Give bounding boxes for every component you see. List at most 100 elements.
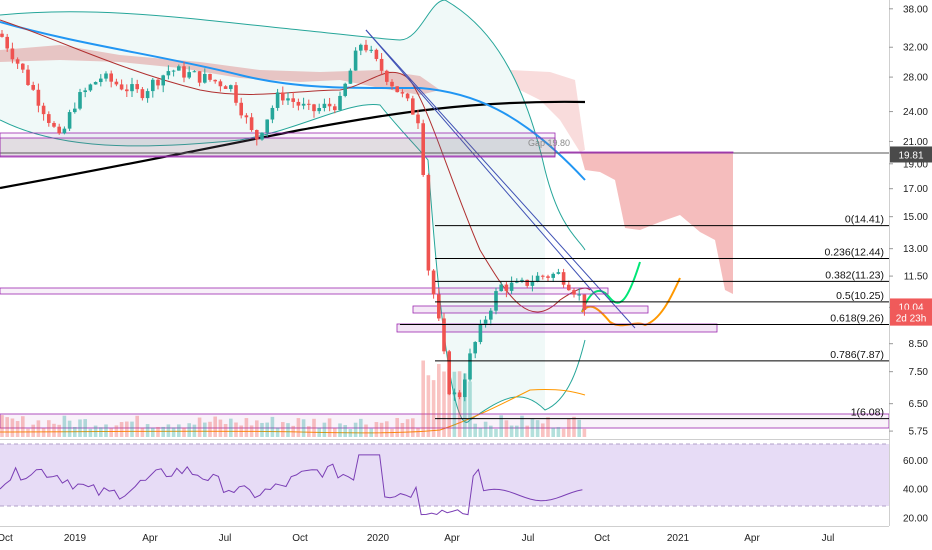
candle xyxy=(223,85,228,89)
candle xyxy=(177,64,181,71)
time-tick-label: Oct xyxy=(292,533,308,544)
candle xyxy=(322,98,327,112)
volume-bar xyxy=(551,427,555,437)
volume-bar xyxy=(556,427,561,437)
candle xyxy=(452,388,457,401)
volume-bar xyxy=(343,425,347,437)
candle xyxy=(156,77,160,90)
candle xyxy=(119,79,124,91)
candle xyxy=(567,280,571,291)
time-tick-label: Jul xyxy=(522,533,535,544)
time-axis[interactable] xyxy=(0,526,932,550)
price-tick-label: 32.00 xyxy=(903,43,928,54)
volume-bar xyxy=(374,422,379,437)
ma-orange-line xyxy=(0,389,586,434)
volume-bar xyxy=(213,416,217,437)
volume-bar xyxy=(151,427,155,437)
volume-bar xyxy=(109,428,113,437)
zone-rect[interactable] xyxy=(0,137,556,157)
time-tick-label: 2019 xyxy=(64,533,87,544)
volume-bar xyxy=(171,427,176,437)
candle xyxy=(197,71,202,87)
candle xyxy=(395,86,399,93)
candle xyxy=(348,68,353,84)
volume-bar xyxy=(67,420,72,437)
volume-bar xyxy=(567,418,571,437)
volume-bar xyxy=(135,415,139,437)
candle xyxy=(171,69,176,77)
candle xyxy=(478,319,483,345)
volume-bar xyxy=(359,418,363,437)
price-tick-label: 11.50 xyxy=(904,272,929,283)
volume-bar xyxy=(572,416,576,437)
zone-rect[interactable] xyxy=(396,323,718,333)
volume-bar xyxy=(218,419,223,437)
trend-lines xyxy=(0,29,889,329)
candle xyxy=(213,79,217,84)
fib-level-label: 0.786(7.87) xyxy=(830,349,884,361)
candle xyxy=(374,48,379,62)
candle xyxy=(457,390,462,400)
fib-level-label: 0.618(9.26) xyxy=(830,313,884,325)
zone-rect[interactable] xyxy=(412,305,649,314)
candle xyxy=(343,82,347,98)
candle xyxy=(489,308,493,326)
price-axis[interactable] xyxy=(889,0,932,526)
candle xyxy=(535,272,540,283)
zone-rect[interactable] xyxy=(0,132,556,158)
candle xyxy=(463,373,467,402)
volume-bar xyxy=(421,360,425,437)
volume-bar xyxy=(426,375,431,437)
candle xyxy=(31,81,35,91)
candle xyxy=(41,102,46,121)
candle xyxy=(192,70,197,73)
candle xyxy=(130,77,134,98)
volume-bar xyxy=(338,423,342,437)
zone-rect[interactable] xyxy=(559,151,734,154)
candle xyxy=(161,74,165,93)
volume-bar xyxy=(322,422,327,437)
volume-bar xyxy=(78,419,82,437)
volume-bar xyxy=(400,422,405,437)
candle xyxy=(218,79,223,92)
volume-bar xyxy=(15,421,20,437)
candle xyxy=(530,275,535,292)
candle xyxy=(52,121,56,128)
candle xyxy=(494,287,498,315)
zone-rect[interactable] xyxy=(0,287,609,295)
price-badge xyxy=(890,309,932,326)
volume-bar xyxy=(431,380,436,437)
volume-bar xyxy=(161,426,165,437)
bollinger-bands xyxy=(0,0,586,423)
candle xyxy=(140,87,145,101)
price-badge-label: 10.04 xyxy=(898,302,923,313)
ma-200-line xyxy=(0,100,586,190)
volume-bar xyxy=(541,423,545,437)
candle xyxy=(473,341,477,359)
price-tick-label: 5.75 xyxy=(909,427,929,438)
price-tick-label: 19.00 xyxy=(903,159,928,170)
price-tick-label: 7.50 xyxy=(909,367,929,378)
volume-bar xyxy=(130,421,134,437)
price-badge xyxy=(890,146,932,163)
candle xyxy=(499,281,503,292)
candle xyxy=(515,278,519,284)
candle xyxy=(426,173,431,276)
volume-bar xyxy=(348,428,353,437)
volume-bar xyxy=(52,423,56,437)
candle xyxy=(203,68,207,84)
time-tick-label: Oct xyxy=(594,533,610,544)
candle xyxy=(36,83,41,113)
candle xyxy=(10,42,15,64)
candle xyxy=(421,119,425,177)
candle xyxy=(390,79,394,90)
volume-bar xyxy=(452,371,457,437)
fib-level-label: 0.5(10.25) xyxy=(836,290,884,302)
volume-bar xyxy=(260,422,264,437)
candle xyxy=(244,113,249,124)
time-tick-label: Apr xyxy=(142,533,158,544)
time-tick-label: Oct xyxy=(0,533,13,544)
volume-bar xyxy=(239,425,243,437)
candle xyxy=(104,71,108,82)
